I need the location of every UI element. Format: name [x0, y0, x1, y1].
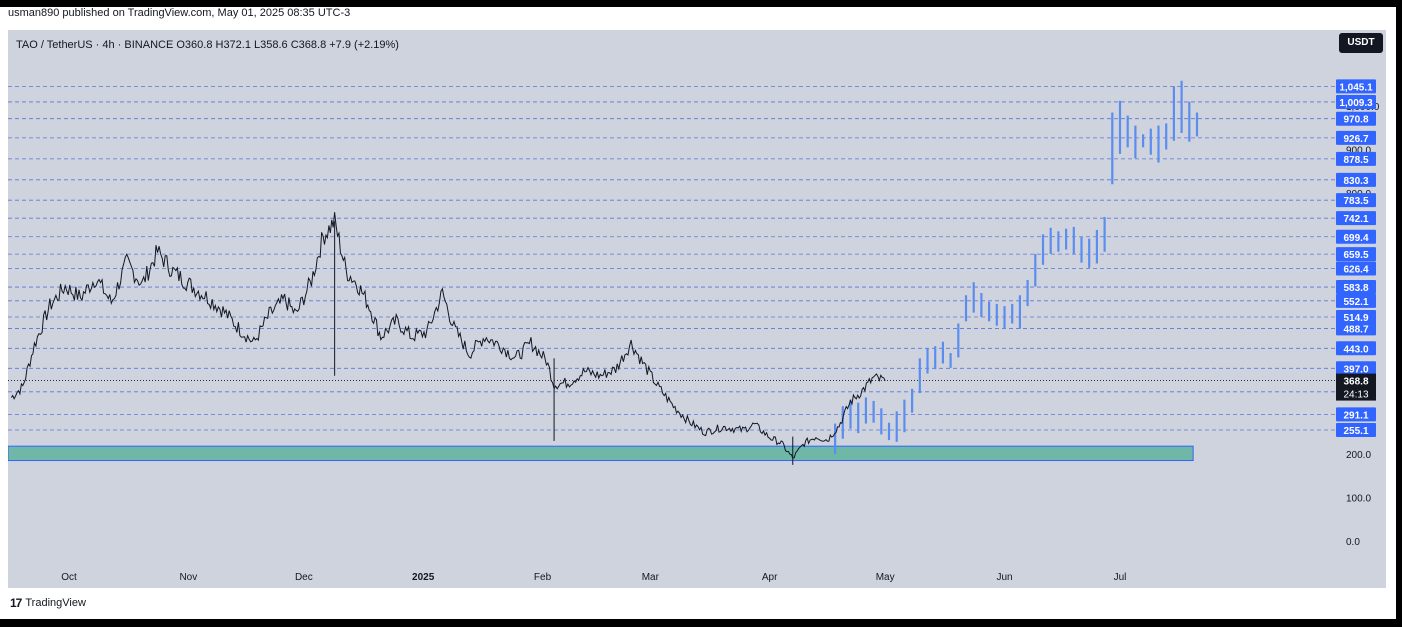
level-label: 926.7	[1343, 134, 1368, 145]
y-tick-label: 200.0	[1346, 450, 1371, 461]
level-label-bg	[1336, 151, 1376, 166]
level-label: 830.3	[1343, 176, 1368, 187]
x-tick-label: Nov	[179, 572, 197, 583]
level-label-bg	[1336, 361, 1376, 376]
level-label-bg	[1336, 111, 1376, 126]
level-label-bg	[1336, 407, 1376, 422]
level-label: 488.7	[1343, 324, 1368, 335]
x-tick-label: Oct	[61, 572, 77, 583]
publisher-line: usman890 published on TradingView.com, M…	[8, 7, 351, 19]
price-chart[interactable]: 0.0100.0200.0800.0900.01,000.0OctNovDec2…	[8, 30, 1386, 588]
brand-text: TradingView	[25, 597, 86, 609]
price-line	[10, 212, 886, 459]
x-tick-label: Mar	[642, 572, 660, 583]
current-price-label-bg	[1336, 373, 1376, 401]
level-label: 514.9	[1343, 313, 1368, 324]
level-label-bg	[1336, 229, 1376, 244]
x-tick-label: Dec	[295, 572, 313, 583]
level-label-bg	[1336, 341, 1376, 356]
level-label-bg	[1336, 261, 1376, 276]
level-label-bg	[1336, 293, 1376, 308]
level-label-bg	[1336, 193, 1376, 208]
chart-area[interactable]: 0.0100.0200.0800.0900.01,000.0OctNovDec2…	[8, 30, 1386, 588]
level-label: 699.4	[1343, 233, 1368, 244]
y-tick-label: 900.0	[1346, 146, 1371, 157]
level-label: 397.0	[1343, 364, 1368, 375]
level-label: 970.8	[1343, 115, 1368, 126]
level-label-bg	[1336, 321, 1376, 336]
level-label-bg	[1336, 280, 1376, 295]
x-tick-label: Jul	[1114, 572, 1127, 583]
level-label-bg	[1336, 130, 1376, 145]
x-tick-label: May	[876, 572, 895, 583]
symbol-legend: TAO / TetherUS · 4h · BINANCE O360.8 H37…	[16, 39, 399, 51]
level-label-bg	[1336, 211, 1376, 226]
level-label: 742.1	[1343, 214, 1368, 225]
footer-brand: 17 TradingView	[10, 596, 86, 610]
level-label-bg	[1336, 79, 1376, 94]
x-tick-label: Feb	[534, 572, 552, 583]
countdown-label: 24:13	[1343, 390, 1368, 401]
level-label: 255.1	[1343, 426, 1368, 437]
support-zone	[8, 445, 1194, 462]
level-label-bg	[1336, 310, 1376, 325]
level-label: 443.0	[1343, 344, 1368, 355]
tradingview-logo-icon: 17	[10, 596, 22, 610]
level-label-bg	[1336, 94, 1376, 109]
x-tick-label: 2025	[412, 572, 435, 583]
level-label: 552.1	[1343, 297, 1368, 308]
current-price-label: 368.8	[1343, 377, 1368, 388]
level-label: 291.1	[1343, 410, 1368, 421]
level-label-bg	[1336, 172, 1376, 187]
level-label: 1,045.1	[1339, 82, 1373, 93]
currency-button[interactable]: USDT	[1339, 33, 1383, 53]
level-label-bg	[1336, 423, 1376, 438]
level-label: 1,009.3	[1339, 98, 1373, 109]
level-label: 659.5	[1343, 250, 1368, 261]
x-tick-label: Jun	[996, 572, 1012, 583]
y-tick-label: 100.0	[1346, 494, 1371, 505]
x-tick-label: Apr	[762, 572, 778, 583]
level-label: 783.5	[1343, 196, 1368, 207]
level-label: 878.5	[1343, 155, 1368, 166]
level-label: 626.4	[1343, 265, 1368, 276]
y-tick-label: 0.0	[1346, 537, 1360, 548]
level-label-bg	[1336, 247, 1376, 262]
level-label: 583.8	[1343, 283, 1368, 294]
